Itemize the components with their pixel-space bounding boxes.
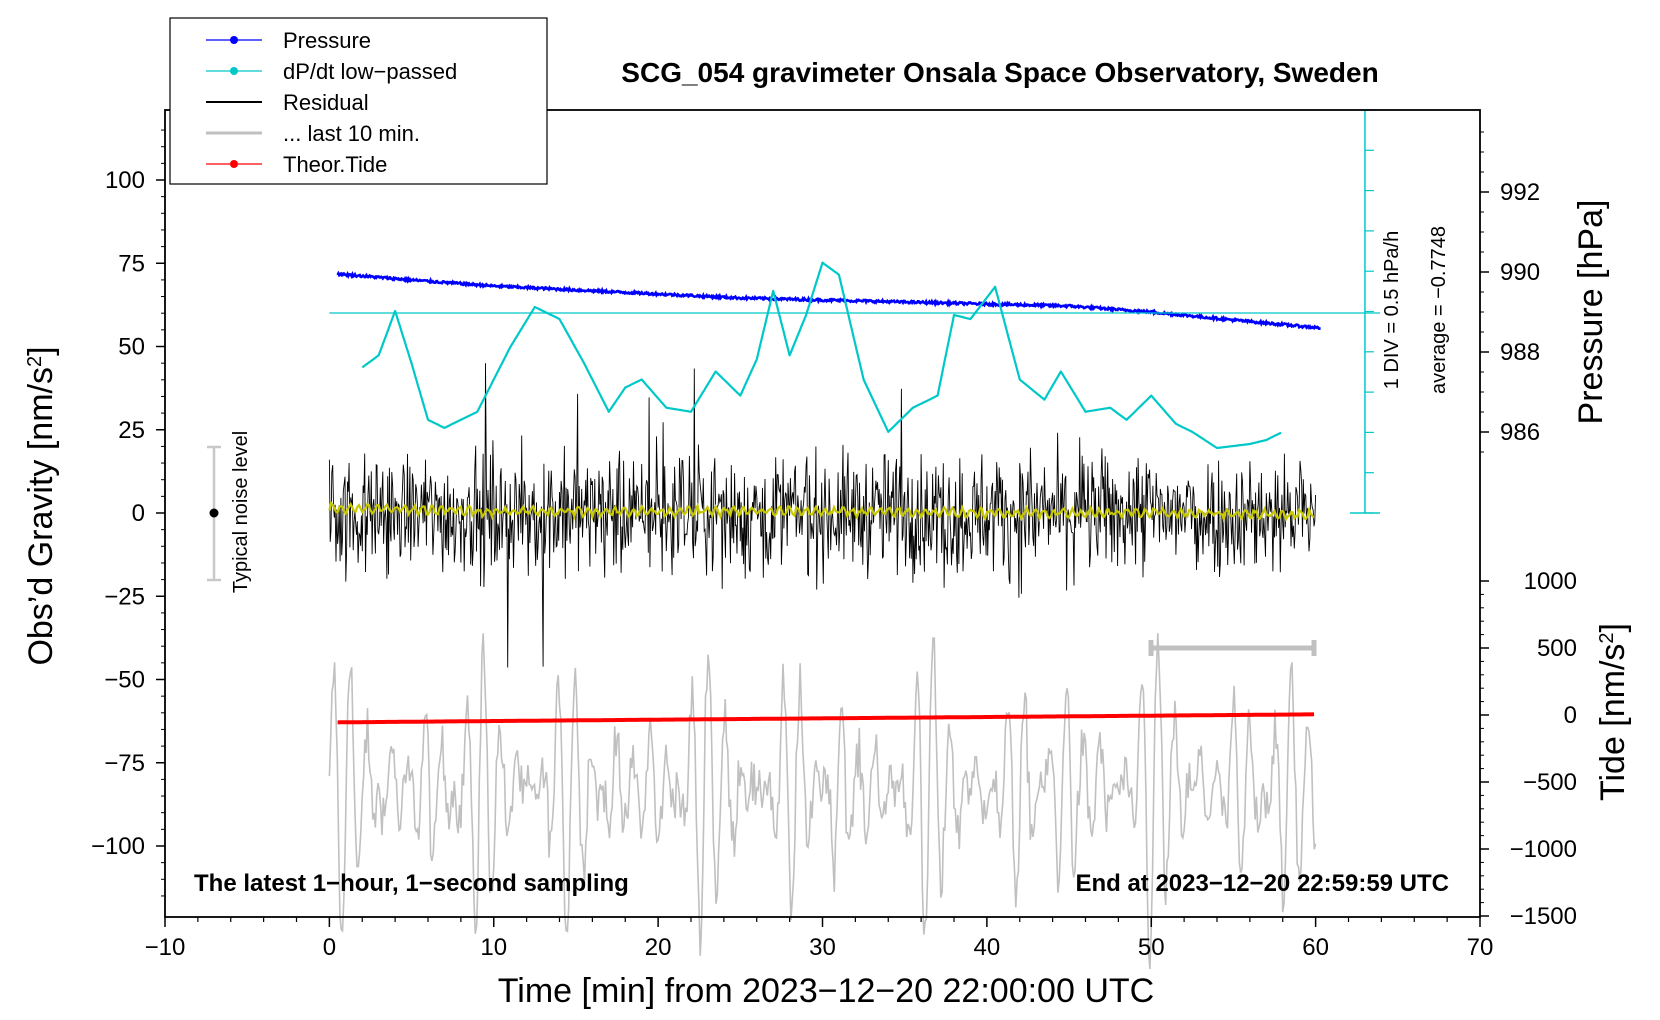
tide-tick-label: 500 bbox=[1537, 635, 1577, 662]
legend-item-tide: Theor.Tide bbox=[206, 152, 387, 177]
gravity-tick-label: 50 bbox=[118, 334, 145, 361]
legend-item-last-10-min: ... last 10 min. bbox=[206, 121, 420, 146]
y-axis-title-tide-end: ] bbox=[1594, 623, 1632, 632]
last-10-min-line bbox=[328, 633, 1317, 970]
legend-label-tide: Theor.Tide bbox=[283, 152, 387, 177]
pressure-tick-label: 988 bbox=[1500, 339, 1540, 366]
pressure-tick-label: 990 bbox=[1500, 259, 1540, 286]
y-axis-title-gravity-sup: 2 bbox=[24, 356, 46, 367]
gravity-tick-label: 100 bbox=[105, 167, 145, 194]
y-axis-title-tide-main: Tide [nm/s bbox=[1594, 644, 1632, 801]
dpdt-layer bbox=[329, 109, 1380, 514]
last-10-min-window-bar bbox=[1148, 640, 1317, 656]
gravity-tick-label: −25 bbox=[104, 583, 145, 610]
x-tick-label: 60 bbox=[1302, 934, 1329, 961]
tide-layer bbox=[337, 712, 1315, 725]
gravity-tick-label: 25 bbox=[118, 417, 145, 444]
gravity-tick-label: 75 bbox=[118, 250, 145, 277]
div-label: 1 DIV = 0.5 hPa/h bbox=[1381, 231, 1403, 389]
tide-tick-label: 0 bbox=[1564, 702, 1577, 729]
legend-item-pressure: Pressure bbox=[206, 28, 371, 53]
noise-level-label: Typical noise level bbox=[230, 431, 252, 593]
smoothed-residual-line bbox=[328, 500, 1315, 523]
legend-item-residual: Residual bbox=[206, 90, 369, 115]
footer-right-note: End at 2023−12−20 22:59:59 UTC bbox=[1075, 870, 1449, 897]
tide-tick-label: −1000 bbox=[1510, 836, 1577, 863]
y-axis-title-gravity-end: ] bbox=[22, 346, 60, 355]
x-tick-label: −10 bbox=[145, 934, 186, 961]
last-10-min-layer bbox=[328, 633, 1317, 970]
dpdt-line bbox=[361, 261, 1282, 450]
residual-line bbox=[328, 363, 1317, 668]
x-tick-label: 10 bbox=[480, 934, 507, 961]
x-tick-label: 0 bbox=[323, 934, 336, 961]
tide-line bbox=[337, 712, 1315, 725]
legend-label-residual: Residual bbox=[283, 90, 369, 115]
tide-tick-label: 1000 bbox=[1524, 568, 1577, 595]
footer-left-note: The latest 1−hour, 1−second sampling bbox=[194, 870, 629, 897]
pressure-tick-label: 992 bbox=[1500, 179, 1540, 206]
x-tick-label: 20 bbox=[645, 934, 672, 961]
gravity-tick-label: −100 bbox=[91, 833, 145, 860]
gravity-tick-label: 0 bbox=[132, 500, 145, 527]
pressure-line bbox=[336, 270, 1321, 331]
gravity-tick-label: −50 bbox=[104, 667, 145, 694]
average-label: average = −0.7748 bbox=[1428, 226, 1450, 394]
x-axis-title: Time [min] from 2023−12−20 22:00:00 UTC bbox=[498, 972, 1154, 1010]
chart-title: SCG_054 gravimeter Onsala Space Observat… bbox=[621, 57, 1378, 88]
y-axis-title-tide: Tide [nm/s2] bbox=[1594, 623, 1632, 801]
legend-item-dpdt: dP/dt low−passed bbox=[206, 59, 457, 84]
tide-tick-label: −1500 bbox=[1510, 903, 1577, 930]
legend-label-pressure: Pressure bbox=[283, 28, 371, 53]
legend-label-last-10-min: ... last 10 min. bbox=[283, 121, 420, 146]
y-axis-title-gravity-main: Obs’d Gravity [nm/s bbox=[22, 367, 60, 666]
pressure-layer bbox=[336, 270, 1321, 331]
noise-level-bar bbox=[207, 445, 221, 582]
x-tick-label: 40 bbox=[974, 934, 1001, 961]
y-axis-title-gravity: Obs’d Gravity [nm/s2] bbox=[22, 346, 60, 665]
x-tick-label: 70 bbox=[1467, 934, 1494, 961]
tide-tick-label: −500 bbox=[1523, 769, 1577, 796]
legend: Pressure dP/dt low−passed Residual ... l… bbox=[169, 17, 548, 185]
x-tick-label: 50 bbox=[1138, 934, 1165, 961]
pressure-tick-label: 986 bbox=[1500, 419, 1540, 446]
gravity-tick-label: −75 bbox=[104, 750, 145, 777]
y-axis-title-tide-sup: 2 bbox=[1596, 632, 1618, 643]
x-tick-label: 30 bbox=[809, 934, 836, 961]
residual-layer bbox=[328, 363, 1317, 668]
legend-label-dpdt: dP/dt low−passed bbox=[283, 59, 457, 84]
y-axis-title-pressure: Pressure [hPa] bbox=[1572, 200, 1610, 425]
smoothed-residual-layer bbox=[328, 500, 1315, 523]
axis-ticks: −10 0 10 20 30 40 50 60 701007550250−25−50−75−10… bbox=[91, 129, 1577, 961]
